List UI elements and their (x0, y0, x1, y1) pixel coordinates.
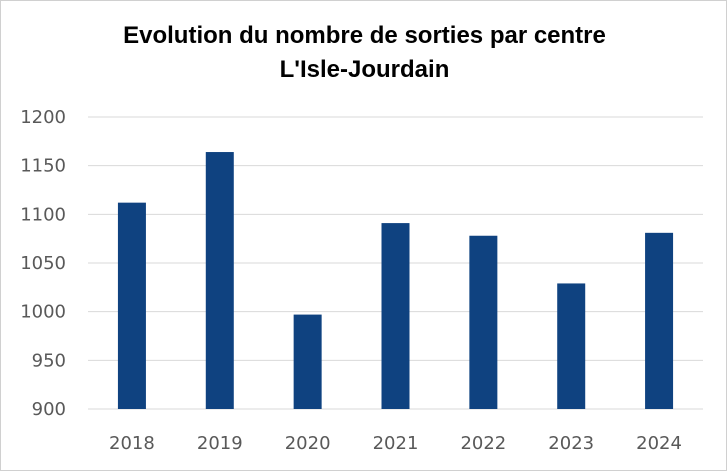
bar-2020 (293, 314, 322, 409)
bar-2019 (205, 152, 234, 410)
x-tick-label: 2018 (109, 433, 155, 454)
y-axis-ticks: 900 950 1000 1050 1100 1150 1200 (20, 107, 66, 420)
bar-2023 (557, 283, 586, 409)
x-tick-label: 2023 (548, 433, 594, 454)
y-tick-label: 1050 (20, 253, 66, 274)
x-tick-label: 2020 (285, 433, 331, 454)
bar-2018 (117, 202, 146, 409)
bar-2021 (381, 223, 410, 409)
y-tick-label: 900 (32, 399, 66, 420)
x-tick-label: 2022 (460, 433, 506, 454)
chart-title-line-1: Evolution du nombre de sorties par centr… (123, 22, 606, 49)
bars (117, 152, 674, 410)
x-tick-label: 2024 (636, 433, 682, 454)
chart-title: Evolution du nombre de sorties par centr… (1, 19, 727, 87)
x-tick-label: 2021 (373, 433, 419, 454)
chart-title-line-2: L'Isle-Jourdain (279, 56, 450, 83)
x-tick-label: 2019 (197, 433, 243, 454)
y-tick-label: 1200 (20, 107, 66, 128)
x-axis-ticks: 2018 2019 2020 2021 2022 2023 2024 (109, 433, 682, 454)
bar-2022 (469, 235, 498, 409)
y-tick-label: 1150 (20, 156, 66, 177)
y-tick-label: 1100 (20, 204, 66, 225)
y-tick-label: 950 (32, 350, 66, 371)
bar-2024 (645, 232, 674, 409)
y-tick-label: 1000 (20, 302, 66, 323)
